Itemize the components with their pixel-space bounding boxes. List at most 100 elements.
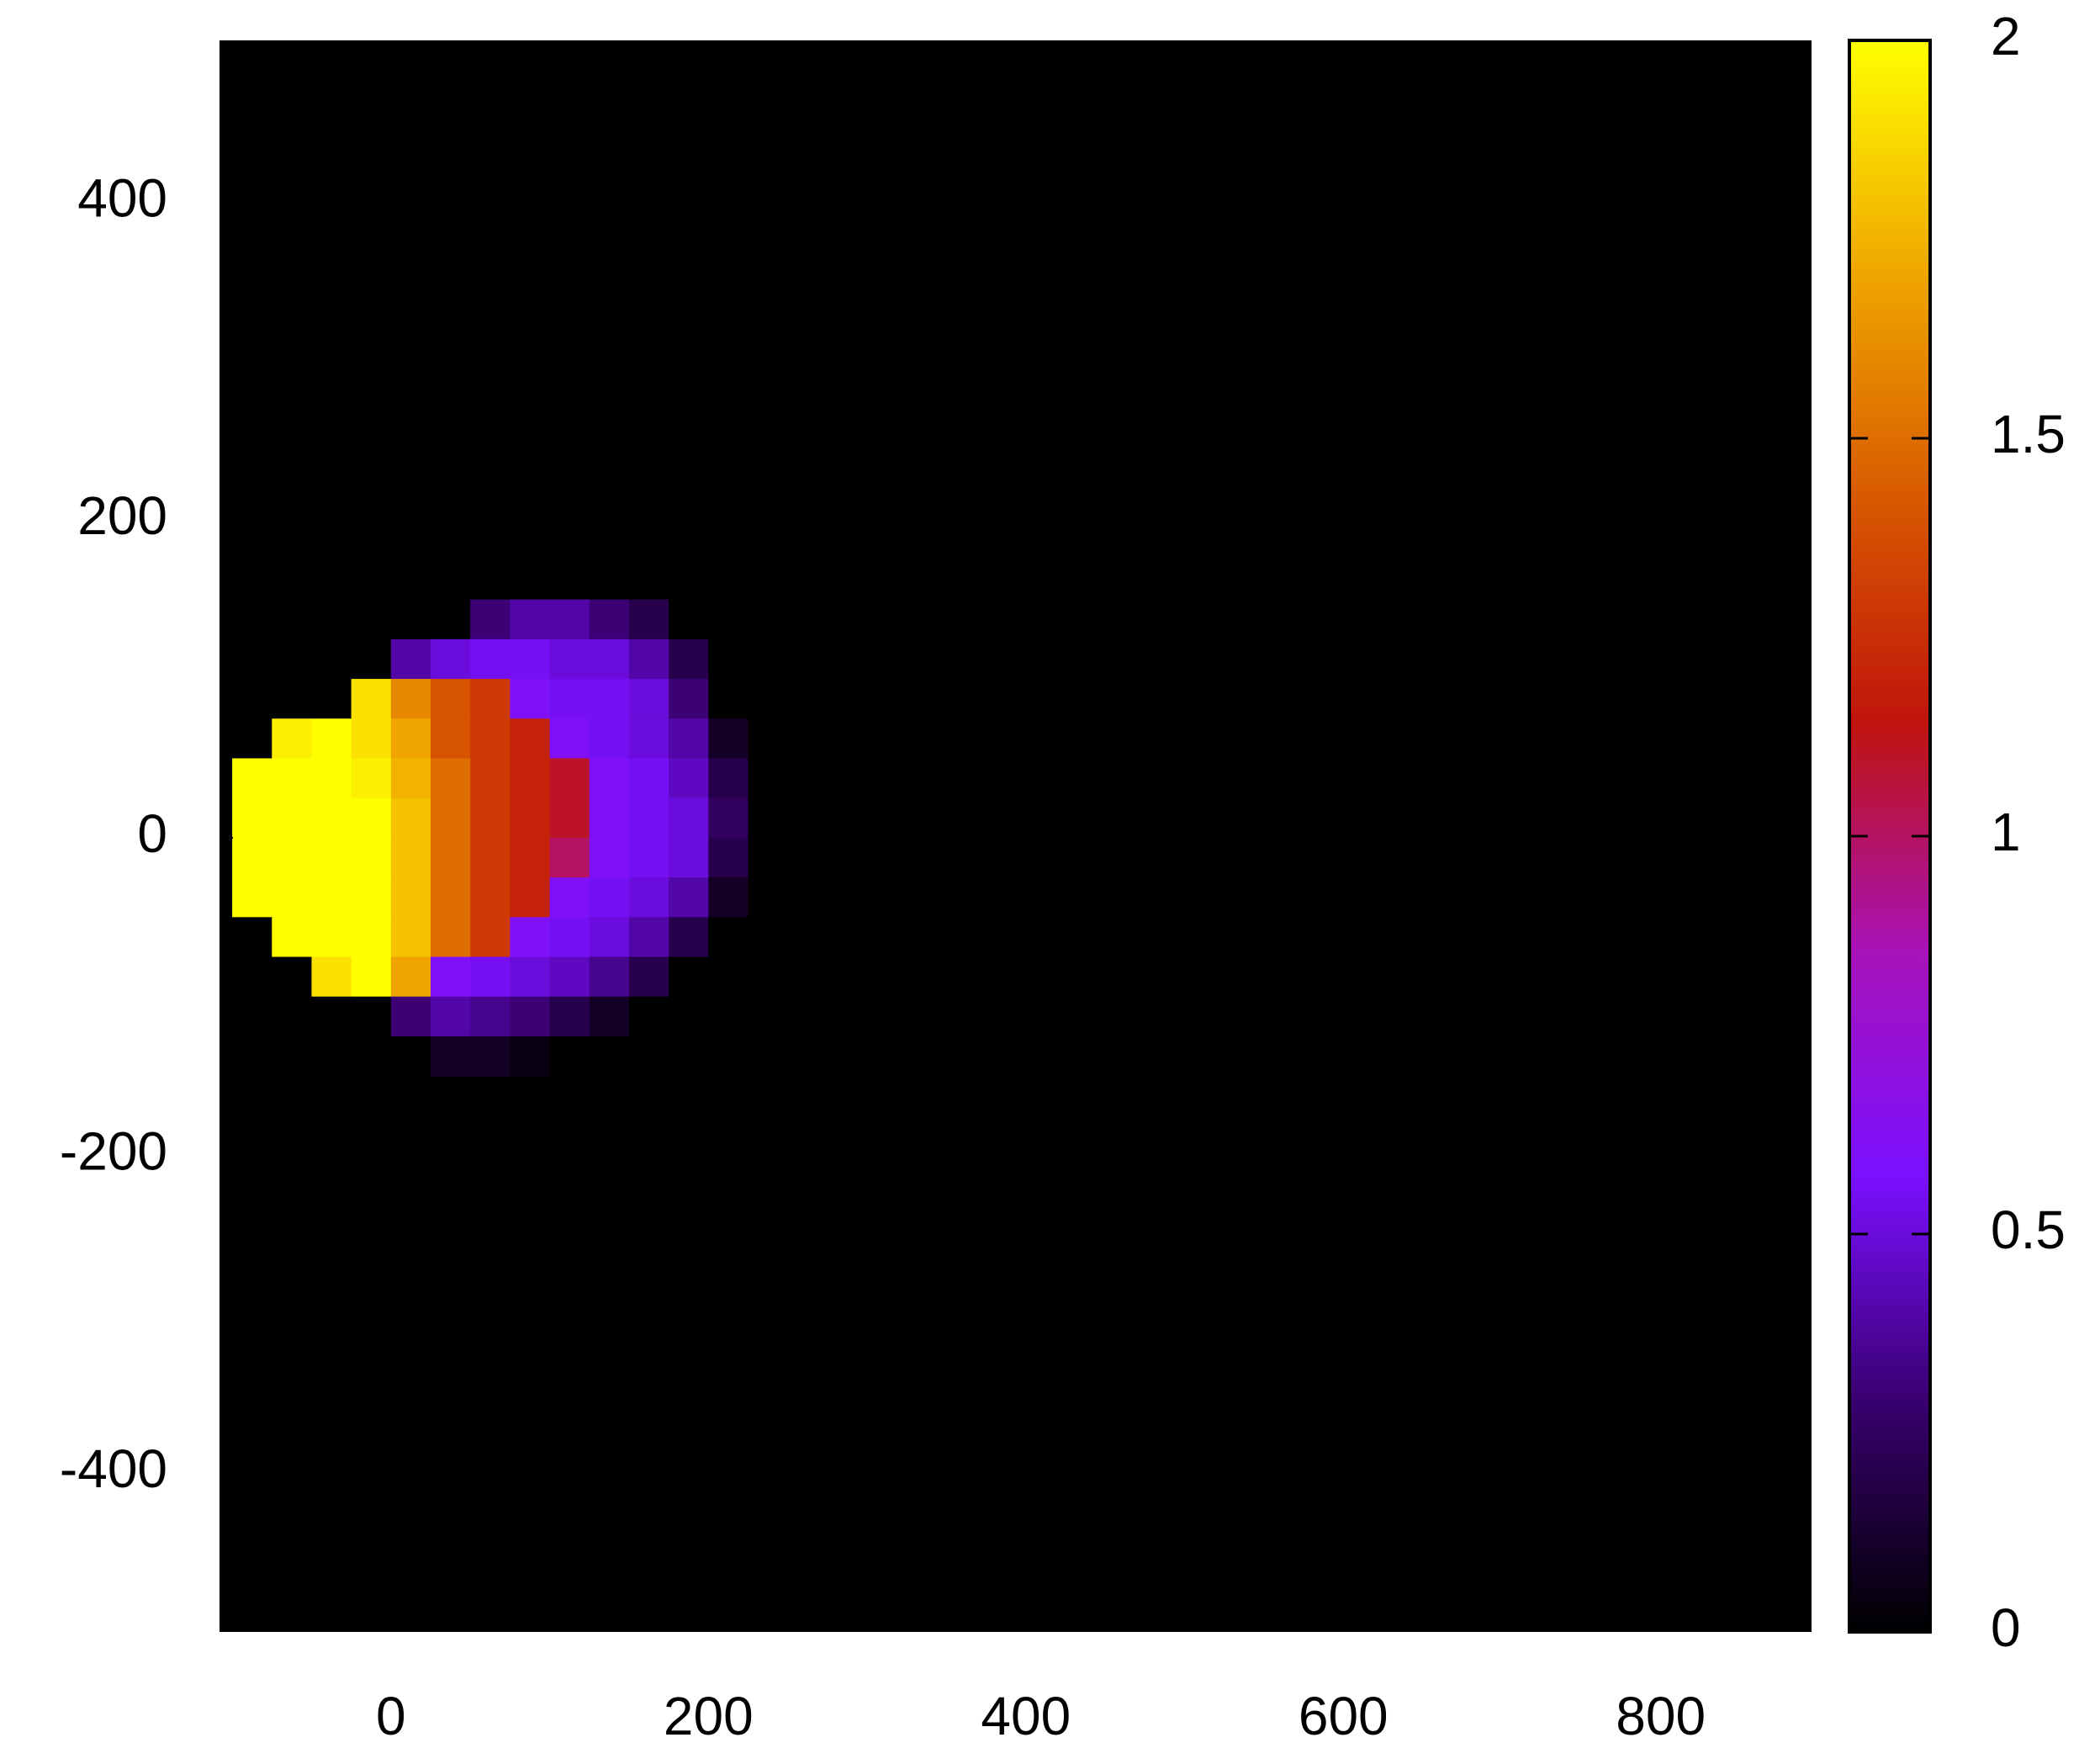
heat-cell — [549, 917, 590, 958]
heat-cell — [232, 877, 272, 918]
heat-cell — [589, 718, 630, 760]
heat-cell — [232, 758, 272, 799]
heat-cell — [549, 718, 590, 760]
heat-cell — [431, 1036, 471, 1077]
heat-cell — [390, 1036, 431, 1077]
heat-cell — [351, 996, 392, 1037]
heat-cell — [669, 956, 709, 998]
y-tick-label: -200 — [60, 1120, 167, 1181]
heat-cell — [748, 797, 789, 839]
heat-cell — [669, 877, 709, 918]
heat-cell — [628, 917, 669, 958]
heat-cell — [589, 797, 630, 839]
heat-cell — [708, 996, 749, 1037]
heat-cell — [628, 599, 669, 640]
heat-cell — [232, 1036, 272, 1077]
heat-cell — [311, 877, 352, 918]
heat-cell — [390, 679, 431, 719]
heat-cell — [272, 599, 313, 640]
heat-cell — [470, 638, 510, 680]
heat-cell — [311, 758, 352, 799]
heat-cell — [351, 599, 392, 640]
heat-cell — [748, 877, 789, 918]
heat-cell — [510, 638, 551, 680]
heat-cell — [272, 837, 313, 878]
heat-cell — [272, 996, 313, 1037]
heat-cell — [431, 956, 471, 998]
heat-cell — [669, 996, 709, 1037]
heat-cell — [470, 718, 510, 760]
heat-cell — [708, 758, 749, 799]
heat-cell — [510, 758, 551, 799]
heat-cell — [470, 917, 510, 958]
heat-cell — [589, 877, 630, 918]
heat-cell — [628, 638, 669, 680]
heat-cell — [549, 956, 590, 998]
heat-cell — [708, 797, 749, 839]
heat-cell — [510, 679, 551, 719]
heat-cell — [470, 837, 510, 878]
heat-cell — [748, 1036, 789, 1077]
x-tick-label: 600 — [1299, 1686, 1389, 1746]
heat-cell — [708, 718, 749, 760]
heat-cell — [628, 837, 669, 878]
heat-cell — [232, 917, 272, 958]
y-tick-label: 200 — [77, 485, 167, 546]
heat-cell — [311, 956, 352, 998]
heat-cell — [390, 996, 431, 1037]
heat-cell — [628, 956, 669, 998]
heat-cell — [272, 1036, 313, 1077]
heat-cell — [510, 917, 551, 958]
heat-cell — [708, 1036, 749, 1077]
heat-cell — [351, 797, 392, 839]
heat-cell — [510, 956, 551, 998]
heat-cell — [708, 877, 749, 918]
heat-cell — [431, 638, 471, 680]
heat-cell — [470, 996, 510, 1037]
heat-cell — [311, 638, 352, 680]
heat-cell — [232, 599, 272, 640]
colorbar-tick-label: 0 — [1991, 1597, 2021, 1658]
heat-cell — [748, 599, 789, 640]
heat-cell — [510, 718, 551, 760]
heat-cell — [669, 679, 709, 719]
heat-cell — [628, 877, 669, 918]
heat-cell — [311, 599, 352, 640]
x-tick-label: 800 — [1616, 1686, 1706, 1746]
heat-cell — [589, 638, 630, 680]
heat-cell — [708, 837, 749, 878]
colorbar-tick-label: 0.5 — [1991, 1200, 2066, 1260]
heat-cell — [390, 758, 431, 799]
heat-cell — [311, 679, 352, 719]
heat-cell — [589, 679, 630, 719]
heat-cell — [748, 718, 789, 760]
heat-cell — [470, 877, 510, 918]
heat-cell — [272, 758, 313, 799]
heat-cell — [390, 917, 431, 958]
heat-cell — [748, 917, 789, 958]
heat-cell — [232, 996, 272, 1037]
heat-cell — [510, 1036, 551, 1077]
heat-cell — [272, 877, 313, 918]
heat-cell — [549, 1036, 590, 1077]
heat-cell — [628, 797, 669, 839]
heat-cell — [390, 718, 431, 760]
y-tick-label: 400 — [77, 168, 167, 229]
heat-cell — [510, 797, 551, 839]
heat-cell — [748, 996, 789, 1037]
heat-cell — [669, 797, 709, 839]
heat-cell — [431, 917, 471, 958]
heat-cell — [628, 996, 669, 1037]
heat-cell — [708, 679, 749, 719]
heat-cell — [669, 599, 709, 640]
heat-cell — [708, 599, 749, 640]
heat-cell — [549, 638, 590, 680]
heat-cell — [470, 758, 510, 799]
heat-cell — [311, 1036, 352, 1077]
heat-cell — [549, 837, 590, 878]
heat-cell — [628, 758, 669, 799]
heat-cell — [351, 956, 392, 998]
colorbar-tick-label: 2 — [1991, 6, 2021, 66]
heat-cell — [390, 638, 431, 680]
